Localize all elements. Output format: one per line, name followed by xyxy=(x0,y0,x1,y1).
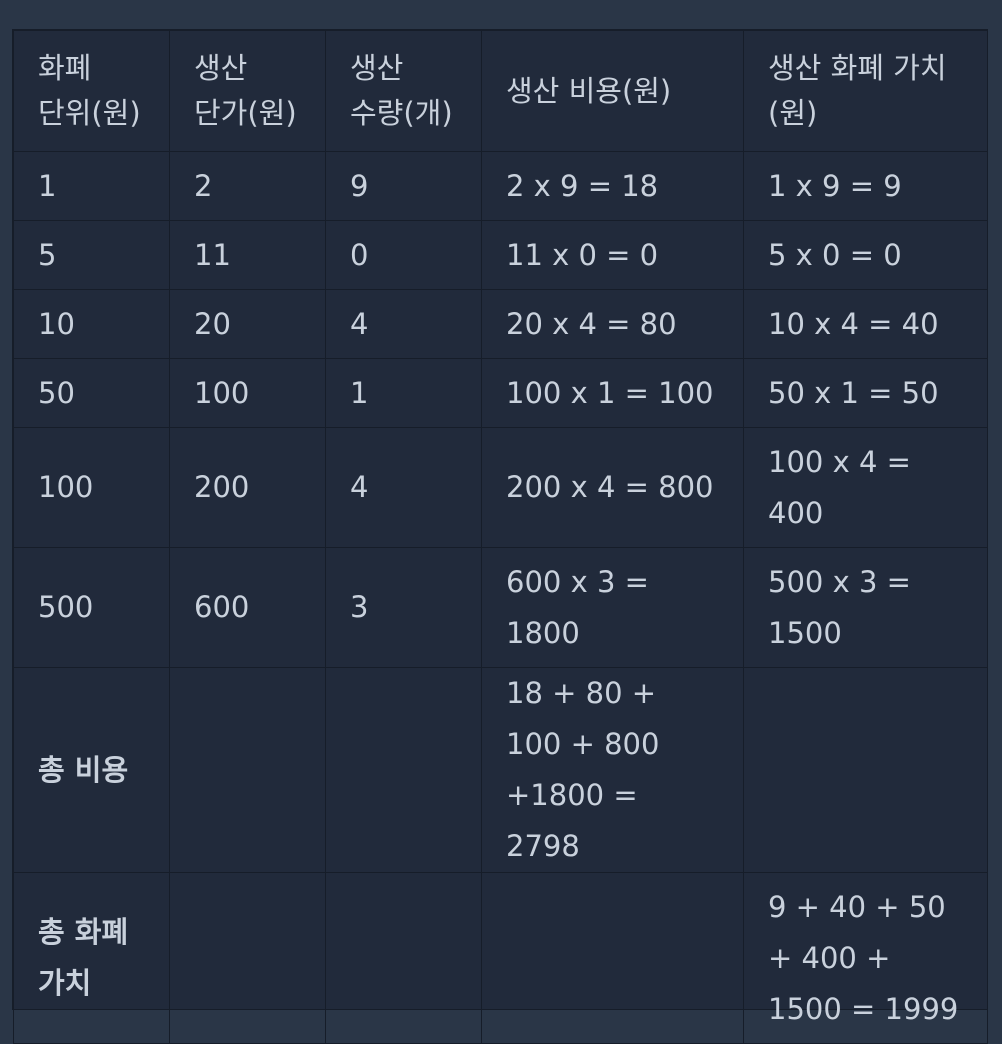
table-row: 1 2 9 2 x 9 = 18 1 x 9 = 9 xyxy=(13,151,988,221)
currency-production-table-container: 화폐 단위(원) 생산 단가(원) 생산 수량(개) 생산 비용(원) 생산 화… xyxy=(12,29,988,1044)
cell-quantity: 4 xyxy=(325,289,482,359)
cell-unit-cost: 20 xyxy=(169,289,326,359)
cell-production-cost: 2 x 9 = 18 xyxy=(481,151,744,221)
cell-quantity: 9 xyxy=(325,151,482,221)
cell-currency-unit: 5 xyxy=(13,220,170,290)
cell-unit-cost: 100 xyxy=(169,358,326,428)
total-cost-label: 총 비용 xyxy=(13,667,170,873)
cell-unit-cost: 11 xyxy=(169,220,326,290)
table-row: 50 100 1 100 x 1 = 100 50 x 1 = 50 xyxy=(13,358,988,428)
cell-quantity: 3 xyxy=(325,547,482,668)
header-unit-cost: 생산 단가(원) xyxy=(169,30,326,152)
cell-currency-value: 5 x 0 = 0 xyxy=(743,220,988,290)
total-value-value: 9 + 40 + 50 + 400 + 1500 = 1999 xyxy=(743,872,988,1044)
cell-production-cost: 11 x 0 = 0 xyxy=(481,220,744,290)
header-production-cost: 생산 비용(원) xyxy=(481,30,744,152)
cell-production-cost: 200 x 4 = 800 xyxy=(481,427,744,548)
total-cost-row: 총 비용 18 + 80 + 100 + 800 +1800 = 2798 xyxy=(13,667,988,873)
empty-cell xyxy=(743,667,988,873)
cell-currency-value: 100 x 4 = 400 xyxy=(743,427,988,548)
cell-currency-unit: 100 xyxy=(13,427,170,548)
cell-unit-cost: 600 xyxy=(169,547,326,668)
total-value-row: 총 화폐 가치 9 + 40 + 50 + 400 + 1500 = 1999 xyxy=(13,872,988,1044)
currency-production-table: 화폐 단위(원) 생산 단가(원) 생산 수량(개) 생산 비용(원) 생산 화… xyxy=(13,30,988,1044)
empty-cell xyxy=(169,872,326,1044)
cell-unit-cost: 200 xyxy=(169,427,326,548)
empty-cell xyxy=(325,872,482,1044)
cell-unit-cost: 2 xyxy=(169,151,326,221)
cell-currency-unit: 50 xyxy=(13,358,170,428)
cell-production-cost: 20 x 4 = 80 xyxy=(481,289,744,359)
table-row: 100 200 4 200 x 4 = 800 100 x 4 = 400 xyxy=(13,427,988,548)
cell-quantity: 4 xyxy=(325,427,482,548)
empty-cell xyxy=(325,667,482,873)
cell-currency-unit: 1 xyxy=(13,151,170,221)
table-row: 10 20 4 20 x 4 = 80 10 x 4 = 40 xyxy=(13,289,988,359)
header-quantity: 생산 수량(개) xyxy=(325,30,482,152)
cell-currency-value: 10 x 4 = 40 xyxy=(743,289,988,359)
cell-currency-value: 500 x 3 = 1500 xyxy=(743,547,988,668)
cell-production-cost: 600 x 3 = 1800 xyxy=(481,547,744,668)
cell-production-cost: 100 x 1 = 100 xyxy=(481,358,744,428)
total-value-label: 총 화폐 가치 xyxy=(13,872,170,1044)
cell-quantity: 0 xyxy=(325,220,482,290)
cell-currency-unit: 500 xyxy=(13,547,170,668)
header-currency-unit: 화폐 단위(원) xyxy=(13,30,170,152)
total-cost-value: 18 + 80 + 100 + 800 +1800 = 2798 xyxy=(481,667,744,873)
cell-quantity: 1 xyxy=(325,358,482,428)
table-header-row: 화폐 단위(원) 생산 단가(원) 생산 수량(개) 생산 비용(원) 생산 화… xyxy=(13,30,988,152)
empty-cell xyxy=(169,667,326,873)
empty-cell xyxy=(481,872,744,1044)
cell-currency-unit: 10 xyxy=(13,289,170,359)
table-row: 500 600 3 600 x 3 = 1800 500 x 3 = 1500 xyxy=(13,547,988,668)
cell-currency-value: 1 x 9 = 9 xyxy=(743,151,988,221)
header-currency-value: 생산 화폐 가치(원) xyxy=(743,30,988,152)
cell-currency-value: 50 x 1 = 50 xyxy=(743,358,988,428)
table-row: 5 11 0 11 x 0 = 0 5 x 0 = 0 xyxy=(13,220,988,290)
